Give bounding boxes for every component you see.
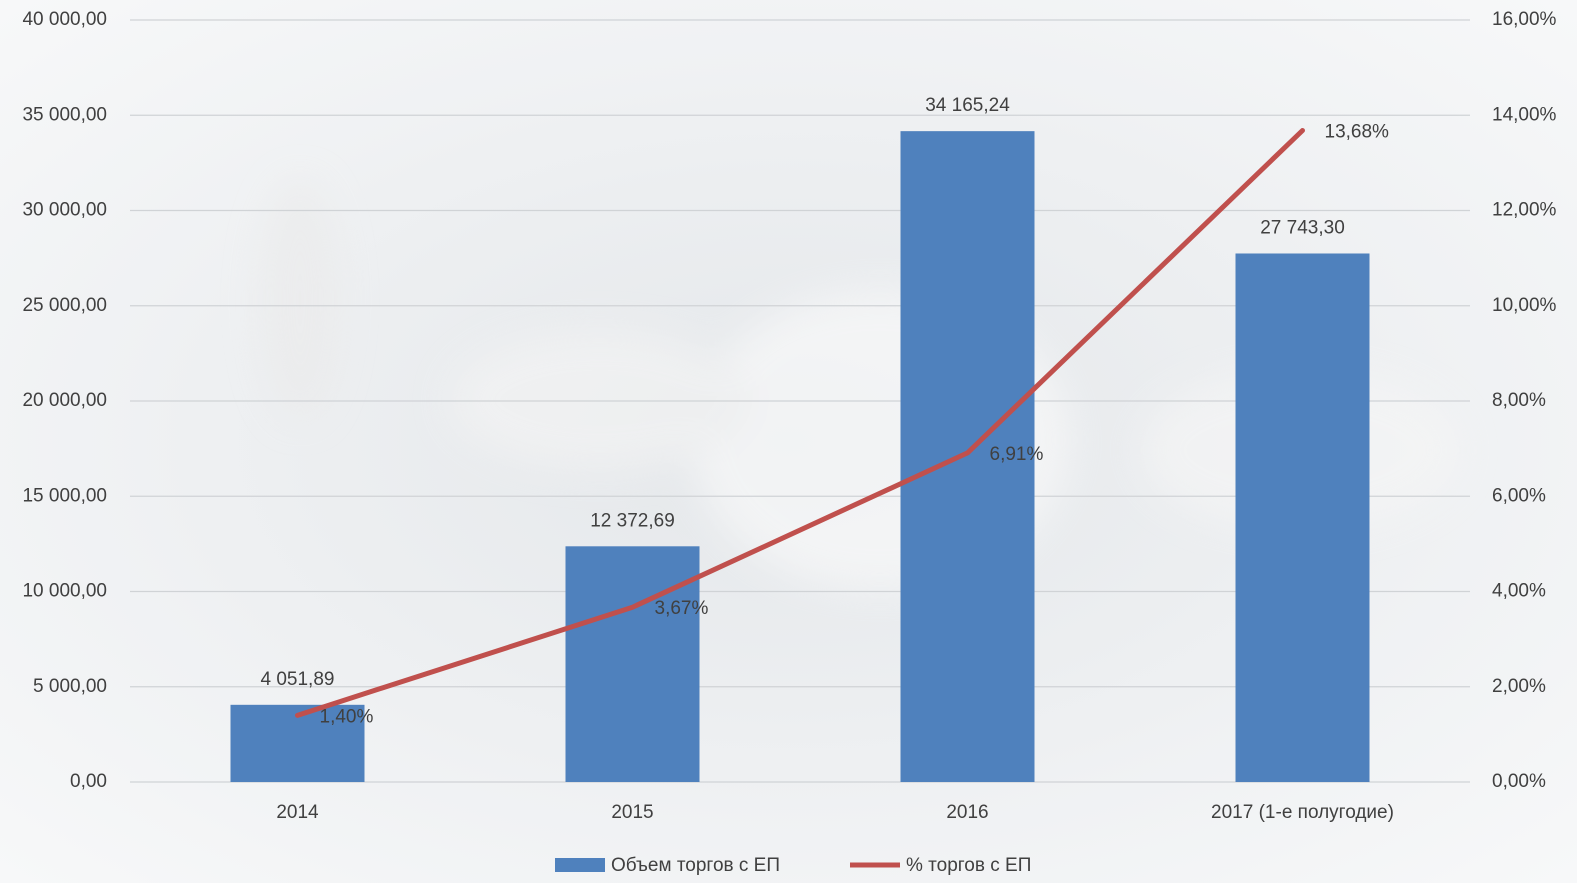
x-tick-label: 2014 xyxy=(276,802,319,823)
y2-tick-label: 12,00% xyxy=(1492,200,1557,221)
x-tick-label: 2015 xyxy=(611,802,653,823)
y-tick-label: 20 000,00 xyxy=(22,390,107,411)
data-label: 6,91% xyxy=(990,444,1044,465)
x-tick-label: 2016 xyxy=(946,802,988,823)
y-tick-label: 30 000,00 xyxy=(22,200,107,221)
line xyxy=(295,127,1305,718)
data-label: 34 165,24 xyxy=(925,95,1010,116)
y-tick-label: 0,00 xyxy=(70,771,107,792)
data-label: 1,40% xyxy=(320,706,374,727)
y2-tick-label: 2,00% xyxy=(1492,676,1546,697)
data-label: 13,68% xyxy=(1325,122,1390,143)
y2-tick-label: 6,00% xyxy=(1492,485,1546,506)
y-tick-label: 15 000,00 xyxy=(22,485,107,506)
legend-swatch xyxy=(555,858,605,872)
y2-tick-label: 16,00% xyxy=(1492,9,1557,30)
bar xyxy=(900,131,1035,783)
y2-tick-label: 14,00% xyxy=(1492,104,1557,125)
data-label: 27 743,30 xyxy=(1260,218,1345,239)
y2-tick-label: 10,00% xyxy=(1492,295,1557,316)
legend-label: % торгов с ЕП xyxy=(906,855,1031,876)
bar xyxy=(565,546,700,782)
y2-tick-label: 8,00% xyxy=(1492,390,1546,411)
x-tick-label: 2017 (1-е полугодие) xyxy=(1211,802,1394,823)
y-tick-label: 40 000,00 xyxy=(22,9,107,30)
data-label: 4 051,89 xyxy=(261,669,335,690)
y-tick-label: 25 000,00 xyxy=(22,295,107,316)
y2-tick-label: 0,00% xyxy=(1492,771,1546,792)
y-tick-label: 10 000,00 xyxy=(22,581,107,602)
y2-tick-label: 4,00% xyxy=(1492,581,1546,602)
y-tick-label: 35 000,00 xyxy=(22,104,107,125)
data-label: 12 372,69 xyxy=(590,510,675,531)
legend-label: Объем торгов с ЕП xyxy=(611,855,780,876)
data-label: 3,67% xyxy=(655,598,709,619)
y-tick-label: 5 000,00 xyxy=(33,676,107,697)
bar xyxy=(1235,253,1370,783)
